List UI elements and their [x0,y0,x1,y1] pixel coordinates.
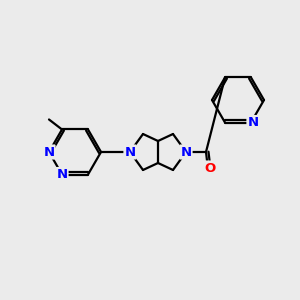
Text: O: O [204,161,216,175]
Text: N: N [180,146,192,158]
Text: N: N [44,146,55,158]
Text: N: N [56,168,68,181]
Text: N: N [248,116,259,129]
Text: N: N [124,146,136,158]
